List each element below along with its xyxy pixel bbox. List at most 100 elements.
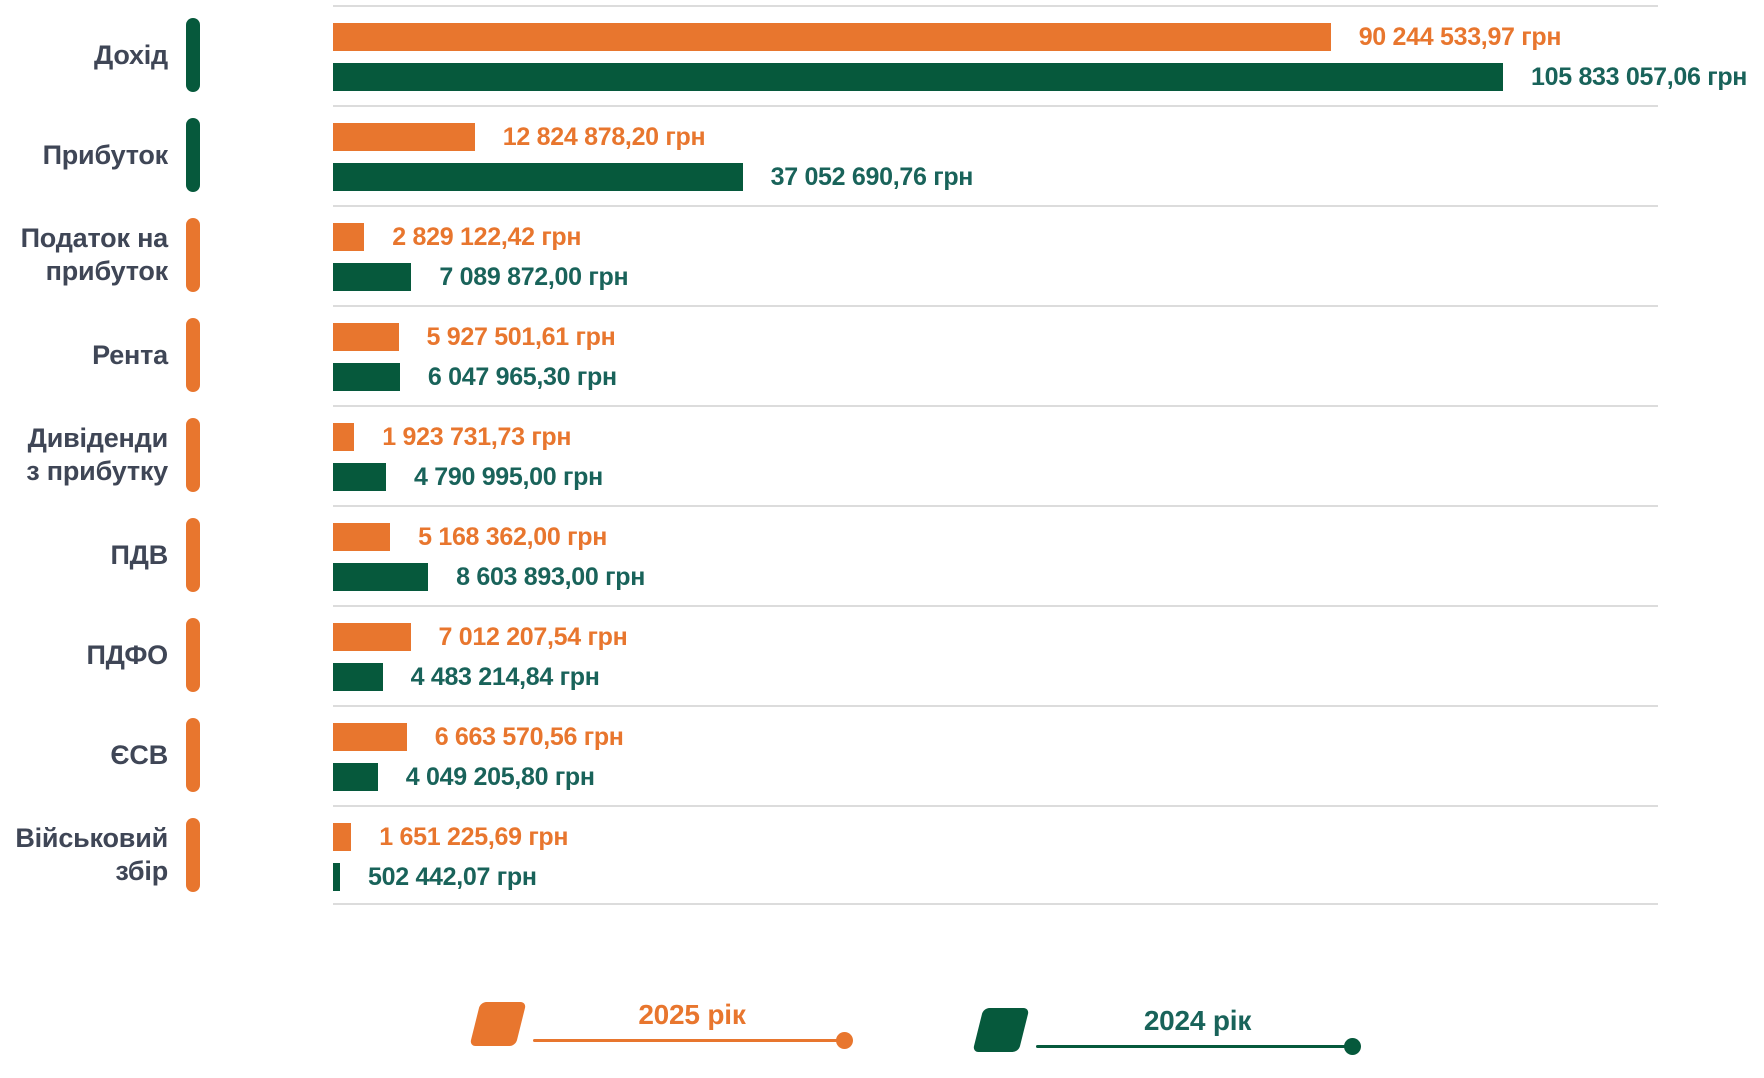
- category-accent-pill: [186, 318, 200, 392]
- bar-group-2024: 7 089 872,00 грн: [333, 262, 629, 291]
- bar-group-2025: 6 663 570,56 грн: [333, 723, 624, 751]
- bar-group-2024: 4 049 205,80 грн: [333, 763, 595, 791]
- category-row: Дивіденди з прибутку 1 923 731,73 грн 4 790…: [0, 405, 1764, 505]
- category-label: ЄСВ: [0, 705, 168, 805]
- value-label-2025: 1 923 731,73 грн: [382, 422, 572, 451]
- bar-2024: [333, 363, 400, 391]
- value-label-2025: 2 829 122,42 грн: [392, 222, 582, 251]
- bar-2024: [333, 63, 1503, 91]
- value-label-2024: 4 790 995,00 грн: [414, 462, 603, 491]
- category-label-line: Дивіденди: [27, 423, 169, 454]
- category-accent-pill: [186, 618, 200, 692]
- value-label-2024: 502 442,07 грн: [368, 862, 537, 891]
- bar-group-2025: 2 829 122,42 грн: [333, 222, 582, 251]
- value-label-2025: 5 168 362,00 грн: [418, 522, 607, 551]
- category-label: Податок на прибуток: [0, 205, 169, 305]
- bar-2025: [333, 623, 411, 651]
- value-label-2024: 6 047 965,30 грн: [427, 362, 617, 391]
- category-label-line: Прибуток: [42, 139, 169, 170]
- category-row: Рента 5 927 501,61 грн 6 047 965,30 грн: [0, 305, 1764, 405]
- category-accent-pill: [186, 18, 200, 92]
- category-label-line: Рента: [92, 339, 168, 370]
- value-label-2024: 4 483 214,84 грн: [410, 662, 600, 691]
- category-label-line: ПДВ: [110, 539, 168, 570]
- bar-2024: [333, 663, 383, 691]
- bar-group-2024: 8 603 893,00 грн: [333, 563, 645, 591]
- category-accent-pill: [186, 718, 200, 792]
- value-label-2025: 90 244 533,97 грн: [1358, 22, 1562, 51]
- bar-2025: [333, 323, 399, 351]
- bar-group-2025: 90 244 533,97 грн: [333, 22, 1562, 51]
- category-row: ПДВ 5 168 362,00 грн 8 603 893,00 грн: [0, 505, 1764, 605]
- bar-group-2024: 502 442,07 грн: [333, 863, 537, 891]
- category-label: ПДВ: [0, 505, 168, 605]
- bar-2025: [333, 523, 391, 551]
- category-label-line: Дохід: [93, 39, 168, 70]
- bar-2024: [333, 463, 386, 491]
- bar-group-2024: 4 483 214,84 грн: [333, 663, 600, 691]
- category-label: Дивіденди з прибутку: [0, 405, 168, 505]
- row-plot-area: 12 824 878,20 грн 37 052 690,76 грн: [333, 105, 1658, 205]
- value-label-2024: 37 052 690,76 грн: [770, 162, 974, 191]
- bar-2024: [333, 163, 743, 191]
- row-plot-area: 1 651 225,69 грн 502 442,07 грн: [333, 805, 1658, 905]
- category-label-line: ПДФО: [86, 639, 168, 670]
- bar-group-2025: 7 012 207,54 грн: [333, 622, 628, 651]
- value-label-2024: 4 049 205,80 грн: [405, 762, 595, 791]
- bar-2025: [333, 123, 475, 151]
- legend-swatch-2025: [469, 1002, 527, 1046]
- value-label-2025: 12 824 878,20 грн: [502, 122, 706, 151]
- category-row: Податок на прибуток 2 829 122,42 грн 7 089 …: [0, 205, 1764, 305]
- bar-group-2024: 37 052 690,76 грн: [333, 163, 973, 191]
- row-plot-area: 2 829 122,42 грн 7 089 872,00 грн: [333, 205, 1658, 305]
- bar-2025: [333, 423, 355, 451]
- bar-group-2024: 4 790 995,00 грн: [333, 463, 603, 491]
- category-accent-pill: [186, 518, 200, 592]
- category-label: Дохід: [0, 5, 168, 105]
- category-label: Рента: [0, 305, 168, 405]
- bar-2024: [333, 263, 412, 291]
- category-accent-pill: [186, 418, 200, 492]
- bar-group-2024: 105 833 057,06 грн: [333, 63, 1747, 91]
- bar-group-2025: 1 651 225,69 грн: [333, 823, 569, 851]
- row-plot-area: 90 244 533,97 грн 105 833 057,06 грн: [333, 5, 1747, 105]
- category-row: Військовий збір 1 651 225,69 грн 502 442,07…: [0, 805, 1764, 905]
- value-label-2025: 5 927 501,61 грн: [426, 322, 616, 351]
- value-label-2024: 7 089 872,00 грн: [439, 262, 629, 291]
- category-row: Прибуток 12 824 878,20 грн 37 052 690,76 г…: [0, 105, 1764, 205]
- bar-2024: [333, 763, 378, 791]
- legend-dot-2024: [1344, 1038, 1361, 1055]
- value-label-2025: 7 012 207,54 грн: [438, 622, 628, 651]
- category-row: ЄСВ 6 663 570,56 грн 4 049 205,80 грн: [0, 705, 1764, 805]
- category-label-line: ЄСВ: [110, 739, 168, 770]
- legend-dot-2025: [836, 1032, 853, 1049]
- legend-item-2025: 2025 рік: [467, 996, 853, 1052]
- bar-2025: [333, 723, 407, 751]
- bar-group-2024: 6 047 965,30 грн: [333, 363, 617, 391]
- category-label-line: Податок на: [20, 223, 169, 254]
- row-plot-area: 5 168 362,00 грн 8 603 893,00 грн: [333, 505, 1658, 605]
- bar-group-2025: 12 824 878,20 грн: [333, 122, 706, 151]
- bar-2025: [333, 23, 1331, 51]
- bar-2025: [333, 223, 365, 251]
- category-accent-pill: [186, 818, 200, 892]
- category-label-line: збір: [115, 856, 168, 886]
- legend-label-2025: 2025 рік: [638, 999, 746, 1030]
- row-plot-area: 7 012 207,54 грн 4 483 214,84 грн: [333, 605, 1658, 705]
- category-label-line: Військовий: [15, 823, 168, 854]
- category-label: Прибуток: [0, 105, 169, 205]
- category-label-line: прибуток: [45, 256, 169, 286]
- bar-2024: [333, 863, 340, 891]
- bar-2025: [333, 823, 352, 851]
- value-label-2024: 105 833 057,06 грн: [1531, 62, 1748, 91]
- category-row: ПДФО 7 012 207,54 грн 4 483 214,84 грн: [0, 605, 1764, 705]
- category-accent-pill: [186, 218, 200, 292]
- legend-line-2025: [533, 1032, 853, 1049]
- bar-group-2025: 1 923 731,73 грн: [333, 422, 572, 451]
- category-label: ПДФО: [0, 605, 168, 705]
- legend-line-2024: [1036, 1038, 1361, 1055]
- row-plot-area: 1 923 731,73 грн 4 790 995,00 грн: [333, 405, 1658, 505]
- bar-2024: [333, 563, 429, 591]
- legend-swatch-2024: [972, 1008, 1030, 1052]
